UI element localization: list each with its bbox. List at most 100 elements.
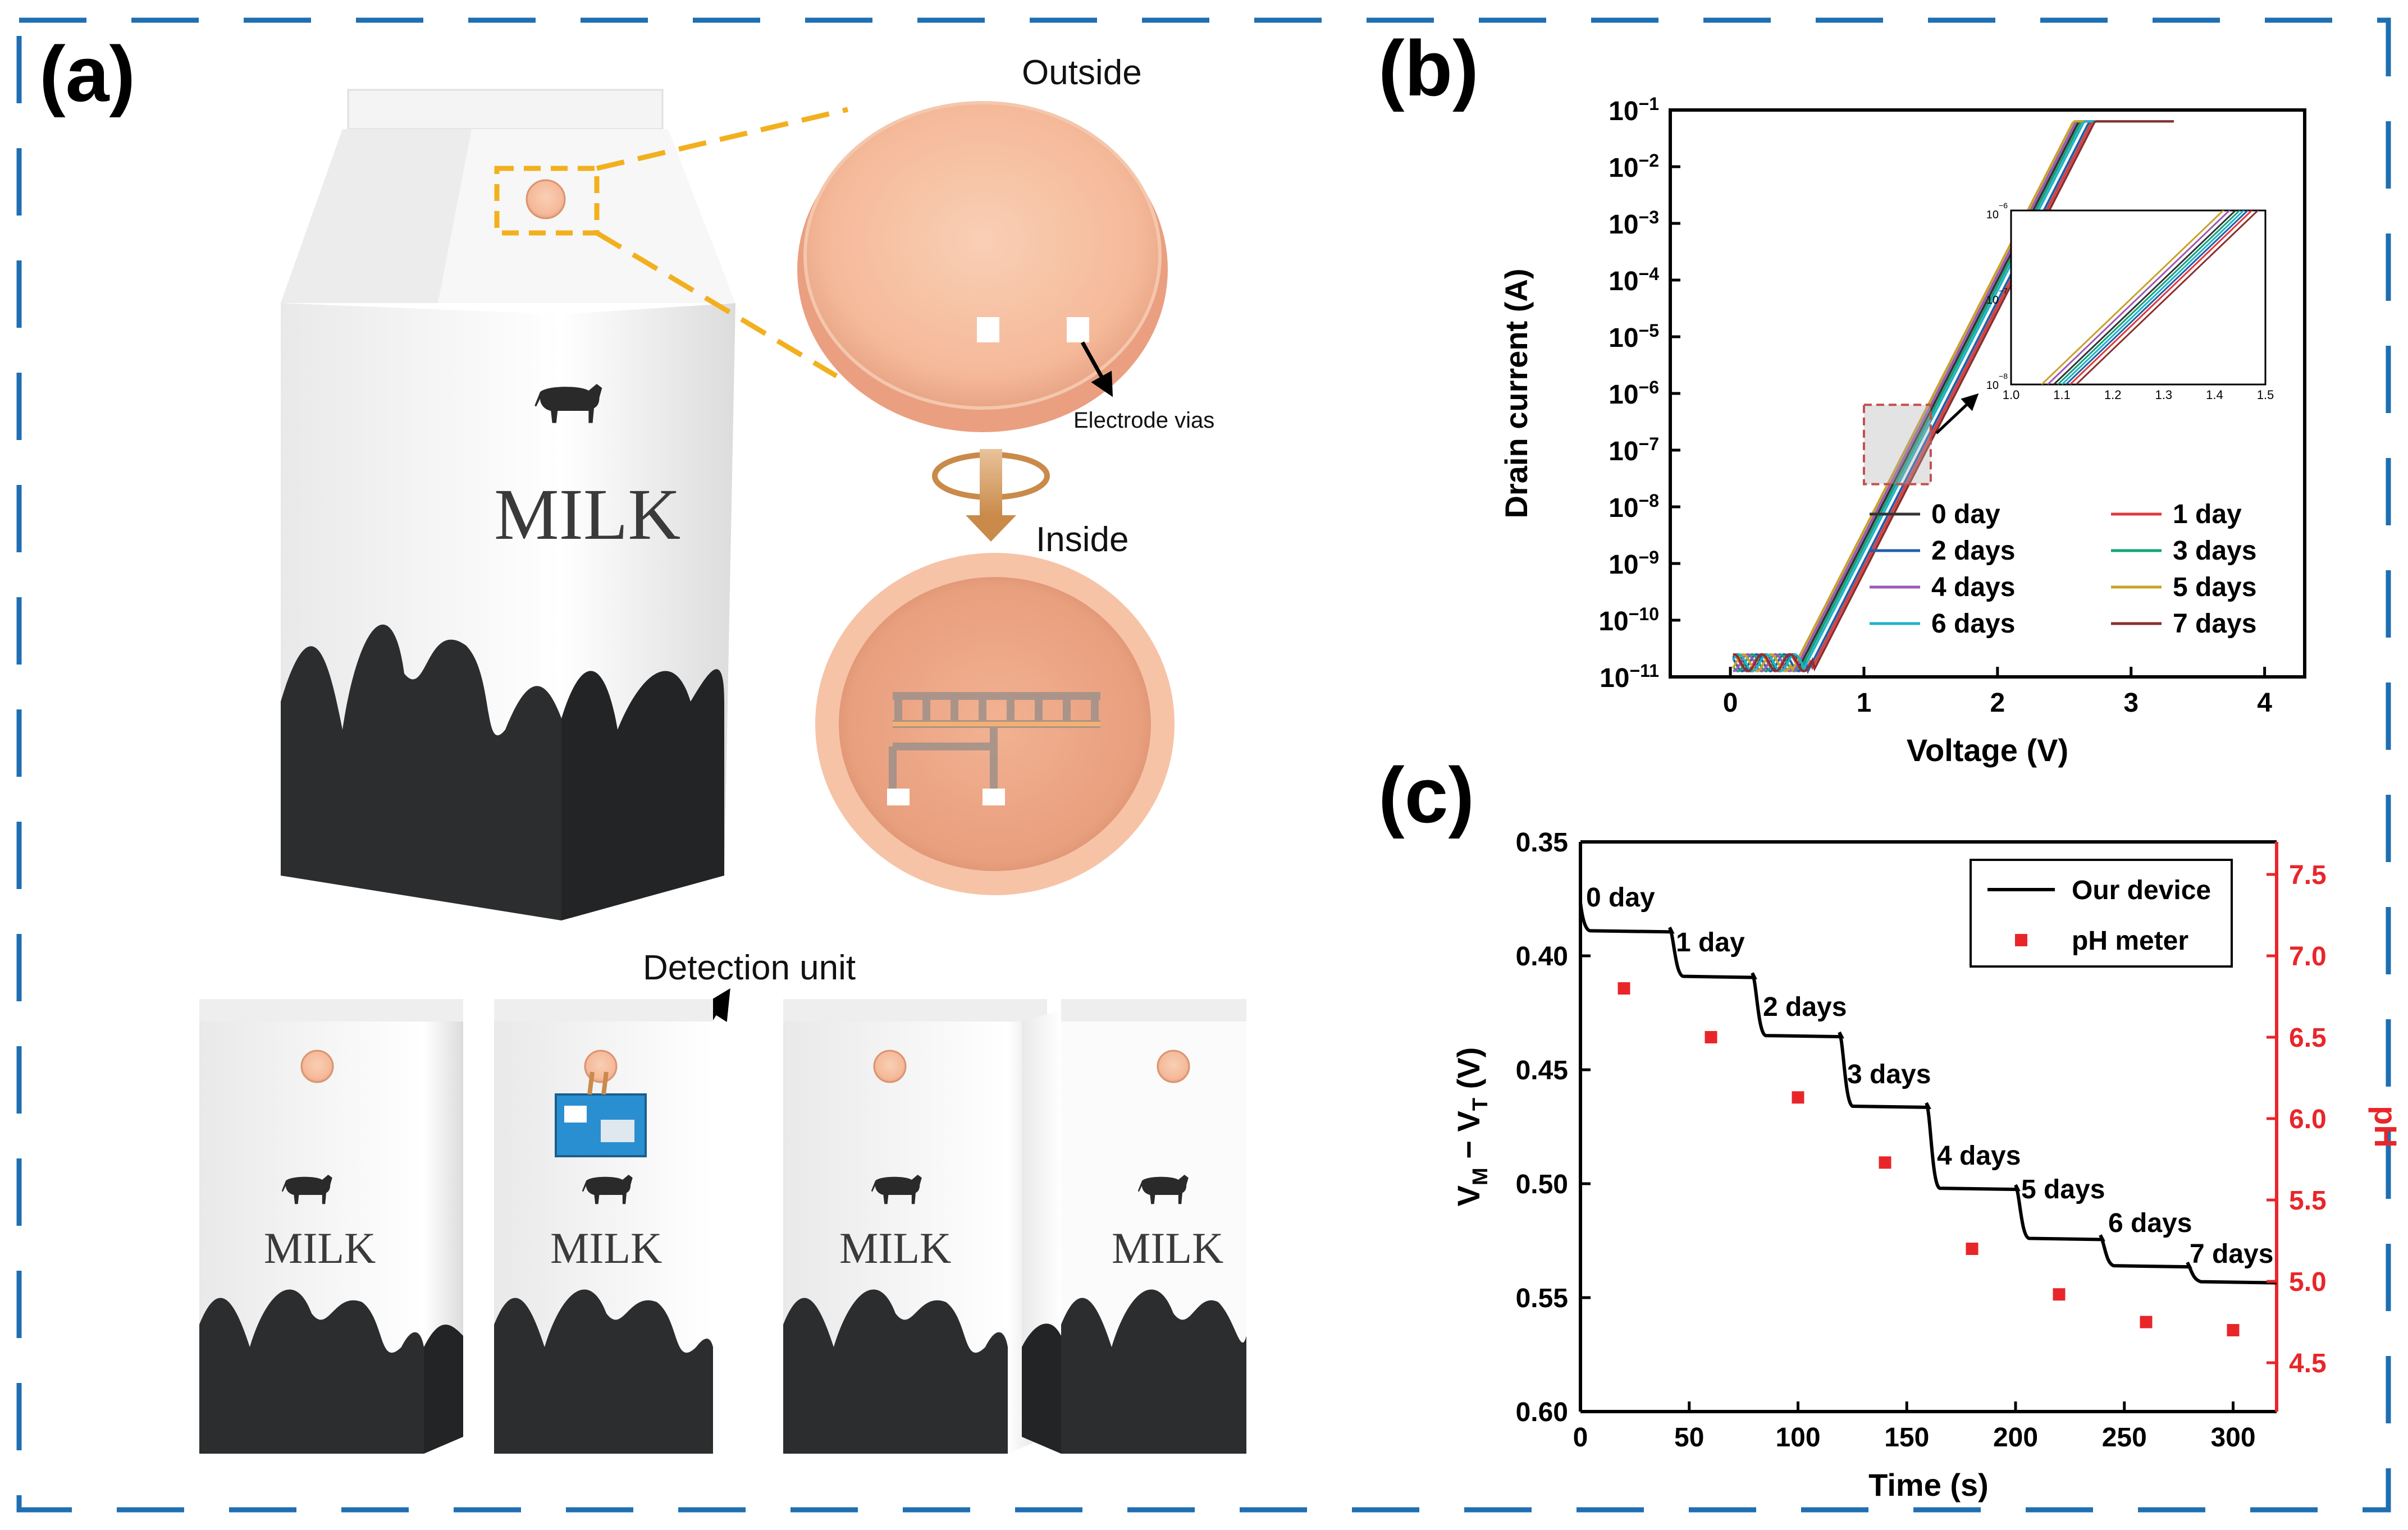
chart-b-xtick-label-1: 1 bbox=[1857, 688, 1872, 718]
chart-b-inset-series-0 bbox=[2053, 210, 2237, 384]
chart-c-ytick-right-label-2: 5.5 bbox=[2289, 1186, 2327, 1216]
chart-b-series-7 bbox=[1733, 120, 2174, 673]
chart-c-ylabel-part-1: M bbox=[1469, 1167, 1492, 1185]
chart-c-ylabel-part-4: (V) bbox=[1451, 1047, 1486, 1098]
chart-c-day-label-4: 4 days bbox=[1937, 1141, 2021, 1171]
chart-b-ytick-label-5: 10−6 bbox=[1609, 377, 1659, 410]
cap-inside bbox=[815, 553, 1175, 895]
chart-c-ytick-right-label-6: 7.5 bbox=[2289, 860, 2327, 890]
outside-label: Outside bbox=[1022, 53, 1142, 92]
chart-b-zoom-arrow bbox=[1935, 393, 1979, 434]
chart-b-legend-label-1: 1 day bbox=[2173, 500, 2242, 529]
chart-b-ytick-label-1: 10−2 bbox=[1609, 150, 1659, 183]
chart-c-ytick-left-label-0: 0.35 bbox=[1516, 828, 1568, 858]
chart-c-xtick-label-4: 200 bbox=[1993, 1423, 2038, 1453]
chart-b: 0 1 2 3 410−110−210−310−410−510−610−710−810−… bbox=[1498, 94, 2306, 768]
chart-b-ytick-label-6-exp: −7 bbox=[1639, 434, 1659, 454]
chart-c-day-label-3: 3 days bbox=[1847, 1060, 1931, 1089]
chart-b-inset-ytick-2-exp: −8 bbox=[1999, 372, 2008, 381]
small-carton-2: MILK bbox=[494, 999, 713, 1454]
inside-label: Inside bbox=[1036, 520, 1128, 559]
chart-c-ph-point-0 bbox=[1617, 982, 1630, 995]
chart-c-day-label-7: 7 days bbox=[2190, 1239, 2273, 1269]
chart-b-ytick-label-8: 10−9 bbox=[1609, 547, 1659, 580]
chart-c-ylabel-part-2: − V bbox=[1451, 1111, 1486, 1167]
chart-c-xlabel: Time (s) bbox=[1868, 1467, 1989, 1502]
chart-c-day-label-6: 6 days bbox=[2108, 1208, 2192, 1238]
chart-b-ytick-label-0-exp: −1 bbox=[1639, 94, 1659, 114]
chart-b-ytick-label-4: 10−5 bbox=[1609, 320, 1659, 353]
chart-b-inset-ytick-1-exp: −7 bbox=[1999, 286, 2008, 295]
chart-b-ytick-label-3-exp: −4 bbox=[1639, 264, 1660, 284]
chart-c-ytick-right-label-1: 5.0 bbox=[2289, 1267, 2327, 1297]
chart-b-ytick-label-2: 10−3 bbox=[1609, 207, 1659, 240]
chart-b-legend-label-4: 4 days bbox=[1931, 572, 2015, 602]
dashed-frame bbox=[16, 17, 2391, 1513]
chart-b-inset-series-7 bbox=[2075, 210, 2259, 384]
chart-b-ytick-label-3: 10−4 bbox=[1609, 264, 1659, 296]
chart-b-inset-xtick-1: 1.1 bbox=[2053, 388, 2071, 402]
chart-c-ytick-right-label-0: 4.5 bbox=[2289, 1349, 2327, 1378]
detection-unit-board bbox=[555, 1071, 647, 1157]
chart-b-inset-ytick-1-base: 10 bbox=[1986, 294, 1999, 306]
small-milk-label-2: MILK bbox=[550, 1224, 662, 1272]
chart-c-ph-point-6 bbox=[2140, 1316, 2153, 1329]
chart-b-ylabel: Drain current (A) bbox=[1498, 269, 1534, 519]
chart-b-ytick-label-8-base: 10 bbox=[1609, 550, 1638, 580]
chart-b-ytick-label-4-base: 10 bbox=[1609, 323, 1638, 353]
chart-b-inset-xtick-0: 1.0 bbox=[2003, 388, 2020, 402]
chart-c-ytick-right-label-5: 7.0 bbox=[2289, 942, 2327, 972]
cap-callout-box bbox=[494, 166, 600, 236]
chart-b-inset-xtick-4: 1.4 bbox=[2206, 388, 2223, 402]
chart-b-ytick-label-1-exp: −2 bbox=[1639, 150, 1659, 171]
small-carton-4: MILK bbox=[1022, 999, 1246, 1454]
chart-b-ytick-label-9-base: 10 bbox=[1598, 607, 1628, 636]
chart-b-xlabel: Voltage (V) bbox=[1907, 732, 2068, 768]
chart-c-legend-ph-label: pH meter bbox=[2072, 926, 2188, 956]
chart-c-ylabel-left: VM − VT (V) bbox=[1451, 1047, 1492, 1207]
chart-b-ytick-label-8-exp: −9 bbox=[1639, 547, 1659, 567]
chart-c-xtick-label-5: 250 bbox=[2102, 1423, 2147, 1453]
chart-b-ytick-label-6-base: 10 bbox=[1609, 437, 1638, 466]
chart-b-ytick-label-2-exp: −3 bbox=[1639, 207, 1659, 227]
chart-c-ph-point-5 bbox=[2053, 1288, 2066, 1301]
chart-b-inset-series-6 bbox=[2061, 210, 2245, 384]
chart-c-legend-ph-swatch bbox=[2015, 934, 2027, 946]
chart-b-inset-ytick-0-exp: −6 bbox=[1999, 201, 2008, 210]
chart-c-ph-point-3 bbox=[1879, 1156, 1891, 1169]
chart-c-ylabel-part-3: T bbox=[1469, 1098, 1492, 1111]
chart-b-inset-ytick-1: 10−7 bbox=[1986, 286, 2008, 306]
chart-c-ytick-right-label-4: 6.5 bbox=[2289, 1023, 2327, 1053]
chart-b-ytick-label-4-exp: −5 bbox=[1639, 320, 1659, 341]
chart-b-inset-series-2 bbox=[2065, 210, 2249, 384]
small-milk-label-4: MILK bbox=[1112, 1224, 1223, 1272]
chart-c-ylabel-part-0: V bbox=[1451, 1185, 1486, 1206]
chart-c-ylabel-right: pH bbox=[2368, 1106, 2404, 1148]
chart-b-zoom-box bbox=[1862, 404, 1932, 485]
chart-b-ytick-label-9-exp: −10 bbox=[1629, 604, 1659, 624]
chart-c-xtick-label-3: 150 bbox=[1884, 1423, 1929, 1453]
panel-label-a: (a) bbox=[39, 30, 135, 118]
panel-label-c: (c) bbox=[1378, 751, 1474, 839]
small-carton-row: MILK MILK MILK bbox=[199, 999, 1246, 1454]
chart-c-ytick-right-label-3: 6.0 bbox=[2289, 1105, 2327, 1134]
chart-b-ytick-label-7: 10−8 bbox=[1609, 491, 1659, 523]
chart-b-inset-series-1 bbox=[2069, 210, 2253, 384]
chart-b-ytick-label-10-base: 10 bbox=[1600, 663, 1629, 693]
chart-b-legend-label-2: 2 days bbox=[1931, 536, 2015, 566]
chart-b-ytick-label-5-exp: −6 bbox=[1639, 377, 1659, 397]
chart-b-inset-ytick-2: 10−8 bbox=[1986, 372, 2008, 392]
chart-b-ytick-label-5-base: 10 bbox=[1609, 380, 1638, 410]
chart-c-ytick-left-label-4: 0.55 bbox=[1516, 1284, 1568, 1313]
panel-label-b: (b) bbox=[1378, 24, 1479, 112]
large-milk-carton: MILK bbox=[281, 89, 735, 920]
chart-c-device-group bbox=[1580, 902, 2277, 1285]
flip-arrow-icon bbox=[932, 449, 1050, 542]
chart-b-xtick-label-2: 2 bbox=[1990, 688, 2005, 718]
electrode-vias-label: Electrode vias bbox=[1073, 408, 1214, 433]
chart-b-legend-label-3: 3 days bbox=[2173, 536, 2256, 566]
chart-c-xtick-label-1: 50 bbox=[1674, 1423, 1704, 1453]
chart-b-ytick-label-0: 10−1 bbox=[1609, 94, 1659, 126]
chart-b-inset-ytick-0-base: 10 bbox=[1986, 209, 1999, 221]
